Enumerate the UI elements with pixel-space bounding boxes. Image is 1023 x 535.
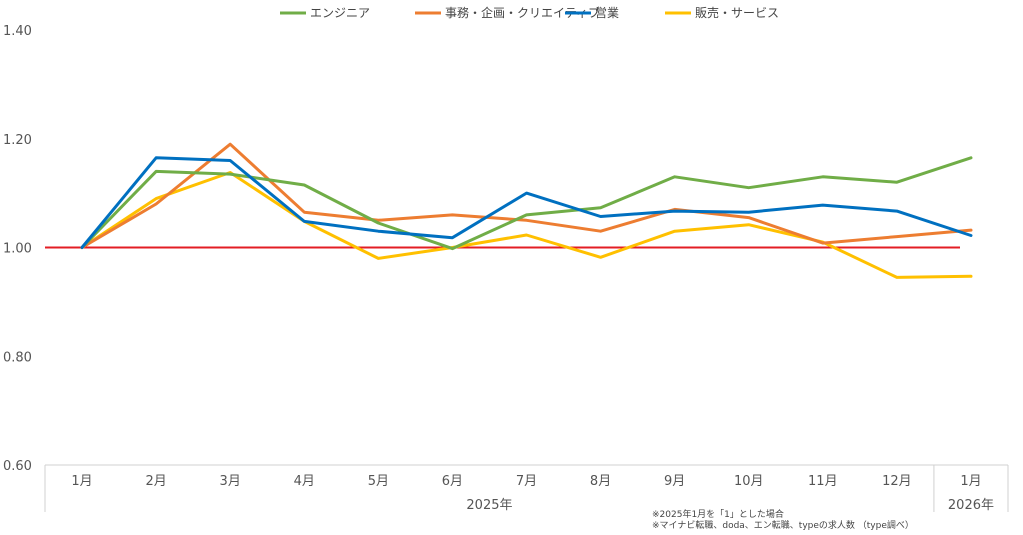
x-tick-label: 3月: [220, 474, 241, 489]
x-tick-label: 8月: [590, 474, 611, 489]
x-tick-label: 10月: [734, 474, 764, 489]
legend-label: 営業: [595, 6, 619, 20]
x-tick-label: 1月: [71, 474, 92, 489]
x-tick-label: 9月: [664, 474, 685, 489]
y-axis-ticks: 0.60 0.80 1.00 1.20 1.40: [3, 24, 32, 474]
x-tick-label: 11月: [808, 474, 838, 489]
legend-label: 販売・サービス: [695, 5, 779, 20]
year-group-label: 2025年: [466, 498, 512, 513]
y-tick-label: 1.40: [3, 24, 32, 39]
y-tick-label: 0.80: [3, 350, 32, 365]
legend-label: 事務・企画・クリエイティブ: [445, 5, 600, 20]
series-line-0: [80, 156, 973, 251]
x-tick-label: 1月: [960, 474, 981, 489]
footnote: ※マイナビ転職、doda、エン転職、typeの求人数 （type調べ）: [652, 519, 914, 531]
x-tick-label: 6月: [442, 474, 463, 489]
notes: ※2025年1月を「1」とした場合※マイナビ転職、doda、エン転職、typeの…: [652, 508, 914, 531]
series-line-1: [80, 142, 973, 249]
series-group: [80, 142, 973, 279]
x-axis-labels: 1月 2月 3月 4月 5月 6月 7月 8月 9月 10月 11月 12月 1月 2025年 2026年: [71, 474, 994, 513]
x-tick-label: 7月: [516, 474, 537, 489]
x-tick-label: 4月: [294, 474, 315, 489]
y-tick-label: 0.60: [3, 459, 32, 474]
y-tick-label: 1.20: [3, 133, 32, 148]
x-axis-frame: [44, 464, 1009, 512]
series-line-2: [80, 156, 973, 249]
x-tick-label: 2月: [145, 474, 166, 489]
x-tick-label: 5月: [368, 474, 389, 489]
footnote: ※2025年1月を「1」とした場合: [652, 508, 784, 520]
y-tick-label: 1.00: [3, 242, 32, 257]
legend-label: エンジニア: [310, 6, 370, 20]
series-line-3: [80, 171, 973, 279]
year-group-label: 2026年: [948, 498, 994, 513]
x-tick-label: 12月: [882, 474, 912, 489]
